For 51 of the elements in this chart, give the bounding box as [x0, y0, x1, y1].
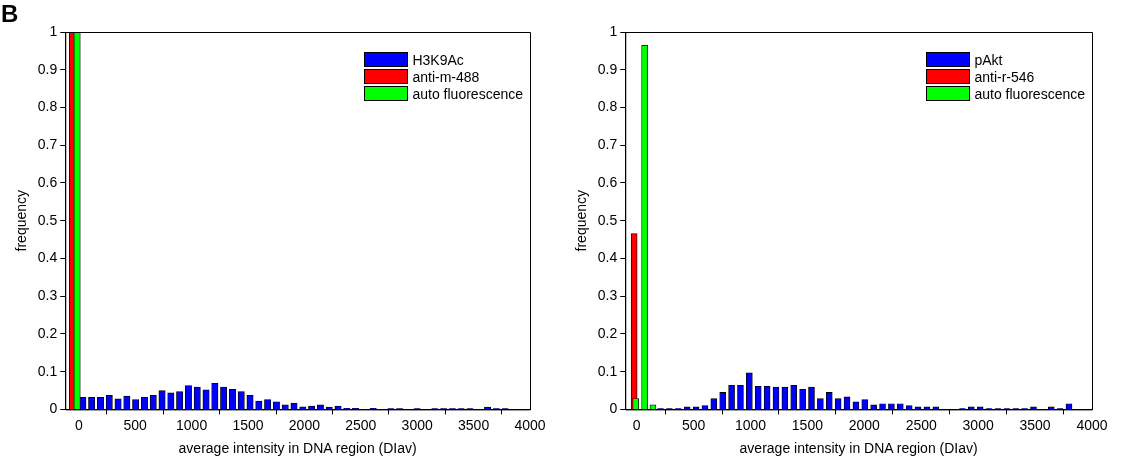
y-axis-title: frequency	[13, 189, 30, 252]
y-tick-label: 0.5	[597, 211, 618, 228]
y-tick-label: 0.3	[37, 287, 58, 304]
x-tick-label: 0	[632, 416, 641, 433]
y-tick-label: 0.7	[597, 136, 618, 153]
x-tick-label: 4000	[1076, 416, 1108, 433]
y-tick-label: 1	[49, 22, 58, 39]
legend-label: H3K9Ac	[412, 51, 464, 68]
legend-label: auto fluorescence	[412, 85, 523, 102]
x-tick-label: 1000	[176, 416, 208, 433]
x-tick-label: 500	[681, 416, 706, 433]
x-tick-label: 2000	[848, 416, 881, 433]
y-axis-title: frequency	[573, 189, 590, 252]
x-tick-label: 0	[74, 416, 83, 433]
x-tick-label: 2500	[905, 416, 938, 433]
y-tick-label: 0.2	[37, 324, 58, 341]
y-tick-label: 0	[49, 400, 58, 417]
x-tick-label: 1500	[232, 416, 264, 433]
x-tick-label: 3000	[962, 416, 994, 433]
y-tick-label: 0.5	[37, 211, 58, 228]
y-tick-label: 0.8	[37, 98, 58, 115]
y-tick-label: 0.4	[37, 249, 58, 266]
x-tick-label: 1000	[734, 416, 767, 433]
y-tick-label: 0.1	[597, 362, 618, 379]
x-tick-label: 3500	[458, 416, 490, 433]
x-axis-title: average intensity in DNA region (DIav)	[178, 440, 417, 457]
y-tick-label: 1	[609, 22, 618, 39]
x-axis-title: average intensity in DNA region (DIav)	[739, 440, 978, 457]
x-tick-label: 4000	[514, 416, 546, 433]
y-tick-label: 0.6	[597, 173, 618, 190]
y-tick-label: 0.1	[37, 362, 58, 379]
x-tick-label: 2500	[345, 416, 377, 433]
y-tick-label: 0.9	[597, 60, 618, 77]
y-tick-label: 0	[609, 400, 618, 417]
y-tick-label: 0.4	[597, 249, 618, 266]
y-tick-label: 0.3	[597, 287, 618, 304]
y-tick-label: 0.8	[597, 98, 618, 115]
y-tick-label: 0.6	[37, 173, 58, 190]
x-tick-label: 2000	[288, 416, 321, 433]
legend-label: pAkt	[974, 51, 1003, 68]
legend-label: auto fluorescence	[974, 85, 1085, 102]
legend-label: anti-r-546	[974, 68, 1035, 85]
legend-label: anti-m-488	[412, 68, 480, 85]
x-tick-label: 3500	[1019, 416, 1051, 433]
x-tick-label: 3000	[401, 416, 433, 433]
y-tick-label: 0.7	[37, 136, 58, 153]
x-tick-label: 1500	[791, 416, 824, 433]
y-tick-label: 0.2	[597, 324, 618, 341]
y-tick-label: 0.9	[37, 60, 58, 77]
x-tick-label: 500	[123, 416, 148, 433]
text: B	[1, 0, 19, 27]
